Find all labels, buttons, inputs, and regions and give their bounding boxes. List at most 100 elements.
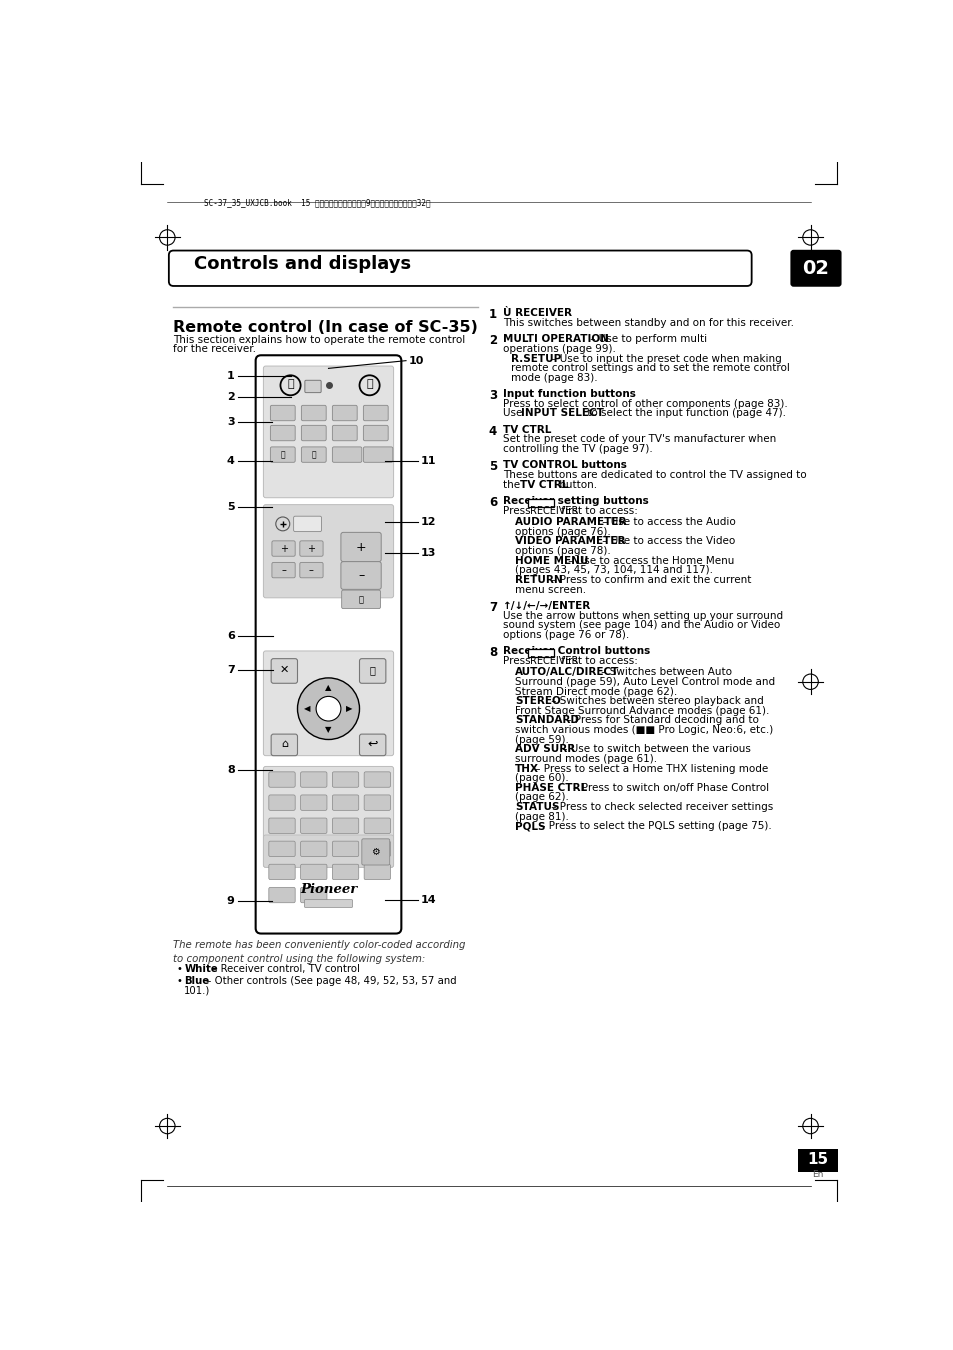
Text: –: – [309,566,314,575]
FancyBboxPatch shape [364,864,390,880]
Text: 7: 7 [488,601,497,614]
Text: 3: 3 [227,417,234,427]
FancyBboxPatch shape [528,500,554,508]
Text: – Switches between Auto: – Switches between Auto [598,667,732,678]
FancyBboxPatch shape [332,425,356,440]
FancyBboxPatch shape [263,505,394,598]
Text: – Use to perform multi: – Use to perform multi [587,335,707,344]
Circle shape [315,697,340,721]
Text: ▲: ▲ [325,683,332,693]
Text: STANDARD: STANDARD [515,716,578,725]
FancyBboxPatch shape [300,864,327,880]
Text: – Receiver control, TV control: – Receiver control, TV control [209,964,359,975]
Text: – Use to access the Home Menu: – Use to access the Home Menu [564,556,734,566]
Text: 🔧: 🔧 [370,666,375,675]
Text: – Use to input the preset code when making: – Use to input the preset code when maki… [547,354,781,363]
Text: 4: 4 [488,425,497,437]
Text: 15: 15 [807,1153,828,1168]
FancyBboxPatch shape [332,447,361,462]
Text: ▼: ▼ [325,725,332,734]
Text: +: + [355,540,366,553]
Text: ↩: ↩ [367,737,377,751]
Text: TV CTRL: TV CTRL [502,425,551,435]
Text: button.: button. [556,479,597,490]
Text: 1: 1 [227,371,234,381]
FancyBboxPatch shape [332,864,358,880]
Text: surround modes (page 61).: surround modes (page 61). [515,753,657,764]
FancyBboxPatch shape [359,659,385,683]
Text: 1: 1 [488,308,497,321]
Text: 4: 4 [227,456,234,466]
FancyBboxPatch shape [270,447,294,462]
Text: – Use to access the Video: – Use to access the Video [598,536,735,547]
FancyBboxPatch shape [332,818,358,833]
Text: 2: 2 [227,392,234,402]
Text: 8: 8 [227,765,234,775]
Text: TV CTRL: TV CTRL [519,479,568,490]
Text: 12: 12 [420,517,436,528]
FancyBboxPatch shape [364,818,390,833]
Text: sound system (see page 104) and the Audio or Video: sound system (see page 104) and the Audi… [502,620,780,630]
Text: operations (page 99).: operations (page 99). [502,344,615,354]
Text: 9: 9 [227,896,234,906]
Text: ⏻: ⏻ [287,379,294,389]
Text: (page 81).: (page 81). [515,811,569,822]
Text: 11: 11 [420,456,436,466]
Text: HOME MENU: HOME MENU [515,556,588,566]
FancyBboxPatch shape [263,366,394,498]
Text: Receiver setting buttons: Receiver setting buttons [502,495,648,506]
Text: •: • [176,964,182,975]
FancyBboxPatch shape [271,659,297,683]
Text: – Use to switch between the various: – Use to switch between the various [558,744,751,755]
FancyBboxPatch shape [299,563,323,578]
FancyBboxPatch shape [300,818,327,833]
Text: RETURN: RETURN [515,575,562,585]
Text: AUTO/ALC/DIRECT: AUTO/ALC/DIRECT [515,667,619,678]
Text: 📞: 📞 [311,450,315,459]
Text: – Press to switch on/off Phase Control: – Press to switch on/off Phase Control [569,783,768,792]
Text: Press to select control of other components (page 83).: Press to select control of other compone… [502,398,787,409]
Text: – Press for Standard decoding and to: – Press for Standard decoding and to [562,716,759,725]
FancyBboxPatch shape [269,841,294,856]
FancyBboxPatch shape [300,772,327,787]
Text: – Press to check selected receiver settings: – Press to check selected receiver setti… [547,802,772,813]
Text: 6: 6 [488,495,497,509]
Text: options (page 78).: options (page 78). [515,545,610,556]
Text: Ù RECEIVER: Ù RECEIVER [502,308,571,319]
FancyBboxPatch shape [341,590,380,609]
Text: White: White [184,964,217,975]
FancyBboxPatch shape [269,772,294,787]
Text: options (page 76 or 78).: options (page 76 or 78). [502,630,628,640]
Text: 2: 2 [488,335,497,347]
FancyBboxPatch shape [364,795,390,810]
Text: options (page 76).: options (page 76). [515,526,610,537]
Text: – Press to select a Home THX listening mode: – Press to select a Home THX listening m… [532,764,768,774]
Text: Stream Direct mode (page 62).: Stream Direct mode (page 62). [515,687,677,697]
Text: RECEIVER: RECEIVER [530,506,578,516]
FancyBboxPatch shape [269,864,294,880]
Text: VIDEO PARAMETER: VIDEO PARAMETER [515,536,625,547]
FancyBboxPatch shape [304,899,353,907]
Text: (pages 43, 45, 73, 104, 114 and 117).: (pages 43, 45, 73, 104, 114 and 117). [515,566,713,575]
FancyBboxPatch shape [305,381,321,393]
FancyBboxPatch shape [359,734,385,756]
Text: – Use to access the Audio: – Use to access the Audio [598,517,735,526]
Text: (page 60).: (page 60). [515,774,568,783]
FancyBboxPatch shape [269,887,294,903]
FancyBboxPatch shape [271,734,297,756]
FancyBboxPatch shape [363,425,388,440]
Text: –: – [357,568,364,582]
Text: 02: 02 [801,259,828,278]
FancyBboxPatch shape [272,541,294,556]
Text: 8: 8 [488,647,497,659]
Text: ◀: ◀ [304,705,311,713]
FancyBboxPatch shape [364,772,390,787]
Text: This section explains how to operate the remote control: This section explains how to operate the… [173,335,465,346]
FancyBboxPatch shape [269,795,294,810]
Text: – Press to select the PQLS setting (page 75).: – Press to select the PQLS setting (page… [537,821,771,832]
FancyBboxPatch shape [300,795,327,810]
Text: ✕: ✕ [279,666,289,675]
Text: 7: 7 [227,666,234,675]
Text: the: the [502,479,522,490]
FancyBboxPatch shape [169,251,751,286]
